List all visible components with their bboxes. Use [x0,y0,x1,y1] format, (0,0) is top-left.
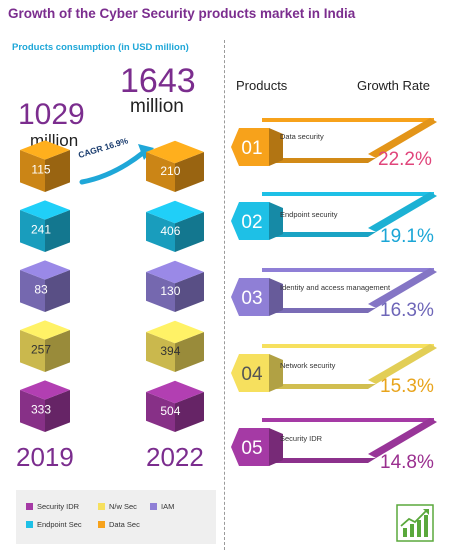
total-2022-value: 1643 [120,62,196,100]
legend-label: Endpoint Sec [37,520,82,529]
growth-chart-icon [396,504,434,542]
legend-swatch [98,521,105,528]
legend-label: Data Sec [109,520,140,529]
growth-row-04: 04 [231,344,437,392]
bar-segment-n-w-sec-2019: 257 [20,320,70,372]
product-name-endpoint-security: Endpoint security [280,210,338,219]
product-name-iam: Identity and access management [280,283,391,292]
legend-swatch [26,503,33,510]
growth-row-02: 02 [231,192,437,240]
growth-rate-data-security: 22.2% [378,149,432,170]
bar-segment-endpoint-sec-2019: 241 [20,200,70,252]
panel-divider [224,40,225,550]
product-name-network-security: Network security [280,361,336,370]
bar-value-label: 115 [31,162,50,176]
total-2022-unit: million [130,96,184,117]
legend-item-nw-sec: N/w Sec [98,502,137,511]
rank-label: 01 [241,138,262,159]
total-2019-value: 1029 [18,98,85,131]
growth-rate-column-header: Growth Rate [357,78,430,93]
year-label-2022: 2022 [146,442,204,472]
bar-value-label: 130 [160,284,180,298]
bar-value-label: 504 [160,404,180,418]
chart-legend: Security IDR N/w Sec IAM Endpoint Sec Da… [16,490,216,544]
bar-value-label: 210 [160,164,180,178]
product-name-data-security: Data security [280,132,324,141]
growth-ribbons: 01 02 03 04 05 [231,118,437,466]
legend-item-security-idr: Security IDR [26,502,79,511]
rank-label: 03 [241,288,262,309]
growth-row-05: 05 [231,418,437,466]
bar-segment-data-sec-2022: 210 [146,140,204,192]
growth-rate-network-security: 15.3% [380,376,434,397]
bar-segment-security-idr-2022: 504 [146,380,204,432]
bar-value-label: 241 [31,222,51,236]
growth-rate-iam: 16.3% [380,300,434,321]
legend-swatch [98,503,105,510]
bar-segment-data-sec-2019: 115 [20,140,70,192]
page-title: Growth of the Cyber Security products ma… [8,6,356,21]
bar-value-label: 257 [31,342,51,356]
growth-row-01: 01 [231,118,437,166]
legend-item-data-sec: Data Sec [98,520,140,529]
legend-label: N/w Sec [109,502,137,511]
bar-segment-n-w-sec-2022: 394 [146,320,204,372]
legend-item-endpoint-sec: Endpoint Sec [26,520,82,529]
bar-value-label: 394 [160,344,180,358]
bar-segment-security-idr-2019: 333 [20,380,70,432]
product-name-security-idr: Security IDR [280,434,323,443]
growth-rate-security-idr: 14.8% [380,452,434,473]
bar-value-label: 406 [160,224,180,238]
stacked-bar-chart: 333 257 83 241 115 504 394 130 406 210 [20,140,204,432]
legend-swatch [150,503,157,510]
legend-swatch [26,521,33,528]
growth-rate-endpoint-security: 19.1% [380,226,434,247]
bar-segment-iam-2022: 130 [146,260,204,312]
rank-label: 02 [241,212,262,233]
growth-row-03: 03 [231,268,437,316]
bar-value-label: 83 [34,282,48,296]
products-column-header: Products [236,78,288,93]
legend-label: IAM [161,502,175,511]
legend-item-iam: IAM [150,502,174,511]
bar-segment-iam-2019: 83 [20,260,70,312]
legend-label: Security IDR [37,502,80,511]
year-label-2019: 2019 [16,442,74,472]
bar-segment-endpoint-sec-2022: 406 [146,200,204,252]
bar-value-label: 333 [31,402,51,416]
chart-subtitle: Products consumption (in USD million) [12,42,189,53]
rank-label: 04 [241,364,263,385]
rank-label: 05 [241,438,262,459]
